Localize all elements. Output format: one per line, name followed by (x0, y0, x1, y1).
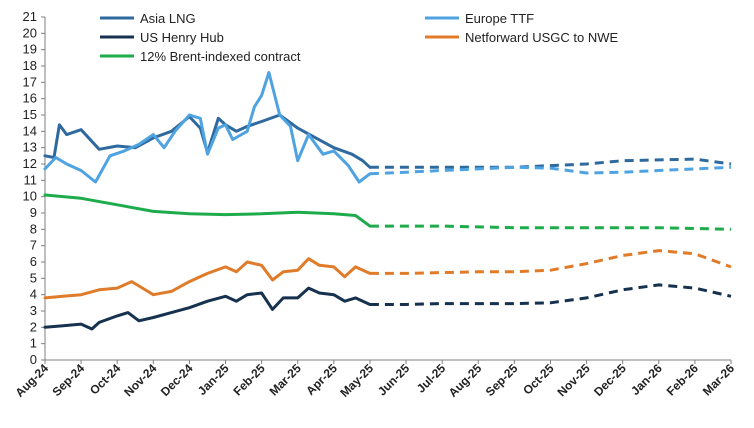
x-tick-label: Jun-25 (375, 361, 412, 398)
series-asia-lng-actual (43, 113, 372, 169)
y-tick-label: 12 (23, 156, 37, 171)
y-tick-label: 17 (23, 74, 37, 89)
y-tick-label: 13 (23, 140, 37, 155)
y-tick-label: 9 (30, 205, 37, 220)
y-tick-label: 15 (23, 107, 37, 122)
legend-label: 12% Brent-indexed contract (140, 49, 301, 64)
y-tick-label: 4 (30, 287, 37, 302)
series-us-henry-hub-forecast (369, 283, 732, 306)
y-tick-label: 21 (23, 9, 37, 24)
x-tick-label: Aug-25 (446, 361, 485, 400)
legend-label: Netforward USGC to NWE (465, 30, 618, 45)
x-tick-label: Oct-24 (87, 361, 124, 398)
series-12-brent-indexed-contract-actual (43, 193, 372, 228)
y-tick-label: 14 (23, 123, 37, 138)
y-tick-label: 2 (30, 319, 37, 334)
x-tick-label: Dec-25 (591, 361, 629, 399)
y-tick-label: 10 (23, 189, 37, 204)
series-12-brent-indexed-contract-forecast (369, 224, 732, 231)
series-layer (43, 71, 732, 331)
x-tick-label: Mar-26 (700, 361, 737, 398)
x-tick-label: Sep-24 (49, 361, 87, 399)
x-tick-label: Jul-25 (414, 361, 449, 396)
y-tick-label: 6 (30, 254, 37, 269)
y-tick-label: 18 (23, 58, 37, 73)
series-netforward-usgc-to-nwe-actual (43, 257, 372, 300)
legend: Asia LNG Europe TTF US Henry Hub Netforward… (100, 11, 618, 64)
series-asia-lng-forecast (369, 157, 732, 169)
legend-label: Europe TTF (465, 11, 534, 26)
x-tick-label: Dec-24 (158, 361, 196, 399)
y-tick-label: 5 (30, 270, 37, 285)
x-tick-label: Nov-24 (121, 361, 159, 399)
y-tick-label: 20 (23, 25, 37, 40)
legend-label: US Henry Hub (140, 30, 224, 45)
y-tick-label: 19 (23, 42, 37, 57)
x-tick-label: Oct-25 (520, 361, 557, 398)
series-us-henry-hub-actual (43, 286, 372, 331)
x-tick-label: Feb-26 (664, 361, 701, 398)
legend-label: Asia LNG (140, 11, 196, 26)
x-tick-label: Mar-25 (267, 361, 304, 398)
y-tick-label: 1 (30, 336, 37, 351)
y-tick-label: 11 (24, 172, 38, 187)
x-tick-label: Apr-25 (303, 361, 340, 398)
y-tick-label: 7 (30, 238, 37, 253)
y-tick-label: 3 (30, 303, 37, 318)
x-tick-label: Jan-26 (628, 361, 665, 398)
x-tick-label: Nov-25 (555, 361, 593, 399)
series-europe-ttf-forecast (369, 165, 732, 176)
x-tick-label: Sep-25 (483, 361, 521, 399)
series-netforward-usgc-to-nwe-forecast (369, 249, 732, 275)
x-tick-label: Jan-25 (195, 361, 232, 398)
y-tick-label: 8 (30, 221, 37, 236)
x-tick-label: Feb-25 (230, 361, 267, 398)
y-tick-label: 16 (23, 91, 37, 106)
y-tick-label: 0 (30, 352, 37, 367)
x-tick-label: May-25 (337, 361, 376, 400)
series-europe-ttf-actual (43, 71, 372, 184)
